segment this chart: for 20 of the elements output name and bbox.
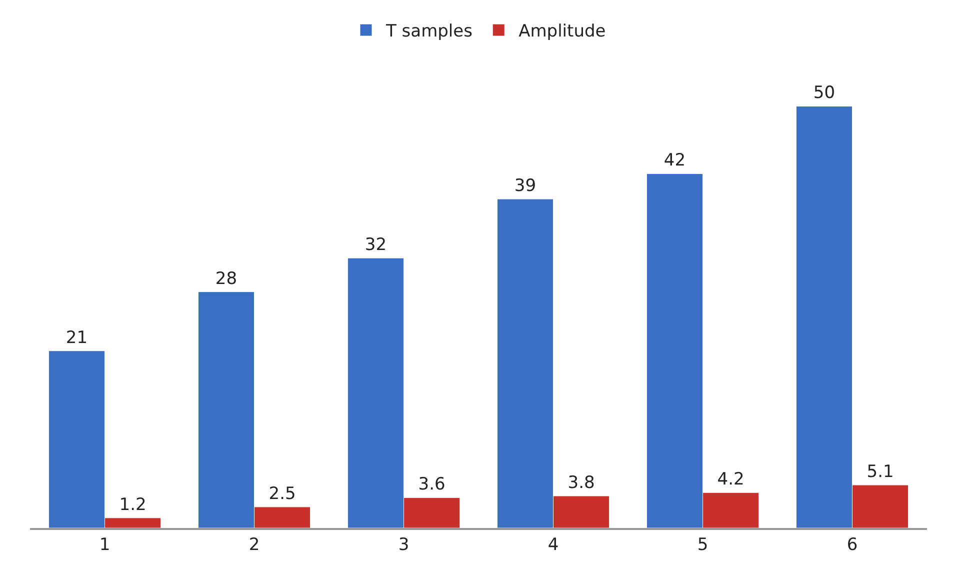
data-label: 5.1 (866, 462, 894, 482)
data-label: 4.2 (717, 470, 744, 490)
x-tick-label: 3 (398, 535, 410, 556)
data-label: 32 (364, 235, 387, 256)
data-label: 2.5 (268, 484, 296, 504)
data-label: 21 (66, 328, 88, 348)
legend-label: T samples (385, 22, 473, 42)
data-label: 1.2 (119, 494, 146, 515)
x-tick-label: 5 (697, 535, 708, 556)
data-label: 3.8 (568, 472, 595, 493)
data-label: 28 (215, 268, 238, 289)
x-tick-label: 4 (548, 535, 559, 556)
data-label: 42 (664, 150, 686, 171)
data-label: 50 (813, 83, 836, 104)
data-label: 3.6 (418, 474, 446, 495)
x-tick-label: 6 (846, 535, 858, 556)
data-label: 39 (514, 176, 536, 196)
x-tick-label: 2 (248, 535, 260, 556)
legend-label: Amplitude (518, 22, 606, 42)
x-tick-label: 1 (99, 535, 110, 556)
